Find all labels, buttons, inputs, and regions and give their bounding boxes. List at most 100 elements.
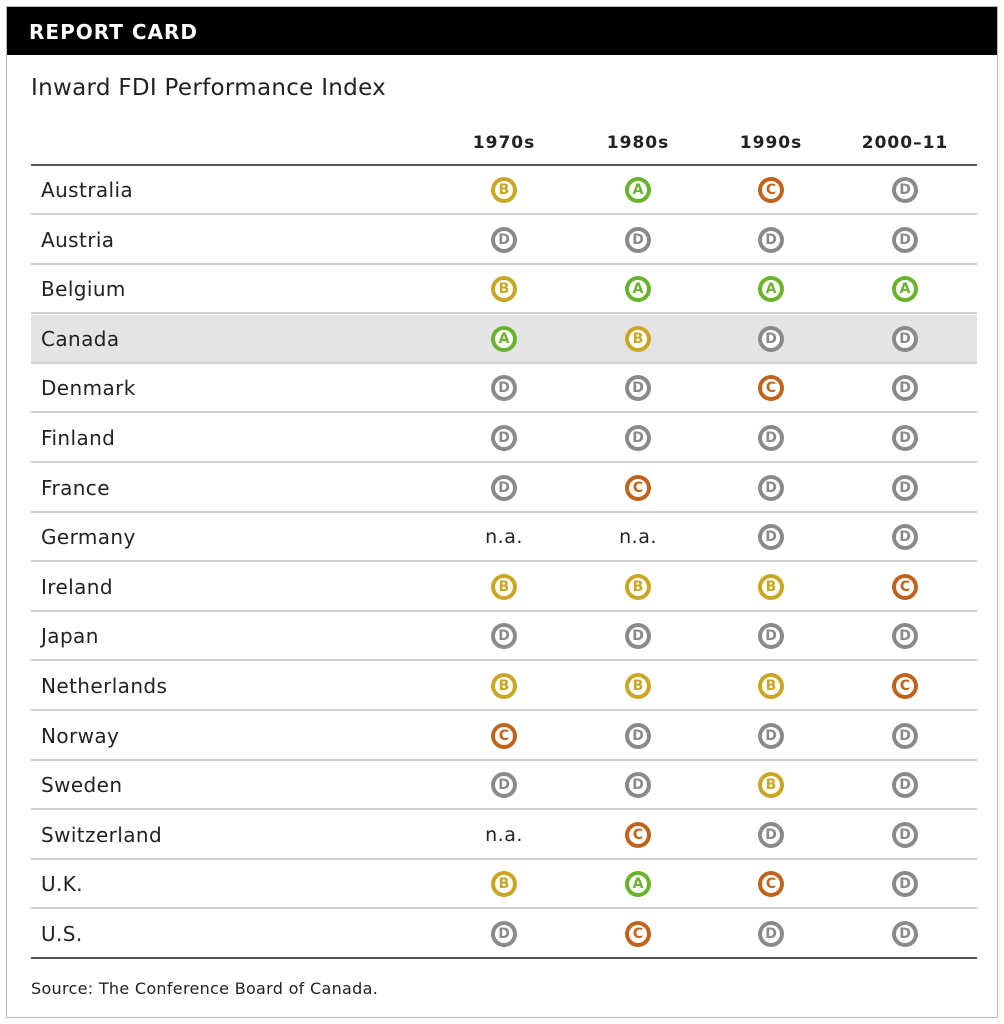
grade-cell: D xyxy=(860,761,950,809)
grade-cell: n.a. xyxy=(593,513,683,561)
grade-letter: D xyxy=(896,825,914,844)
table-row: Austria D D D D xyxy=(31,216,977,265)
grade-letter: D xyxy=(762,230,780,249)
grade-letter: D xyxy=(762,925,780,943)
grade-cell: D xyxy=(726,414,816,462)
grade-letter: D xyxy=(896,181,914,199)
table-row: Norway C D D D xyxy=(31,712,977,761)
grade-d-badge: D xyxy=(758,821,784,848)
table-row: Germany n.a. n.a. D D xyxy=(31,513,977,563)
grade-cell: D xyxy=(860,364,950,412)
grade-letter: A xyxy=(762,280,780,299)
grade-cell: C xyxy=(593,910,683,958)
grade-letter: D xyxy=(896,230,914,249)
grade-a-badge: A xyxy=(625,276,651,303)
grade-letter: D xyxy=(762,726,780,745)
grade-letter: A xyxy=(896,280,914,299)
grade-d-badge: D xyxy=(625,425,651,451)
grade-cell: B xyxy=(459,662,549,710)
grade-letter: D xyxy=(762,429,780,447)
grade-cell: C xyxy=(726,364,816,412)
grade-cell: B xyxy=(459,563,549,611)
grade-letter: D xyxy=(629,230,647,249)
grade-cell: A xyxy=(593,860,683,908)
grade-d-badge: D xyxy=(491,772,517,799)
grade-cell: D xyxy=(726,612,816,660)
grade-b-badge: B xyxy=(758,772,784,799)
country-label: Denmark xyxy=(41,376,136,401)
grade-letter: D xyxy=(495,379,513,398)
grade-d-badge: D xyxy=(892,772,918,799)
grade-letter: D xyxy=(896,478,914,497)
grade-d-badge: D xyxy=(491,921,517,947)
grade-letter: B xyxy=(629,577,647,596)
grade-d-badge: D xyxy=(758,921,784,947)
grade-d-badge: D xyxy=(491,623,517,650)
table-row: Belgium B A A A xyxy=(31,265,977,315)
grade-letter: C xyxy=(762,181,780,199)
grade-letter: A xyxy=(629,875,647,894)
country-label: U.S. xyxy=(41,922,83,946)
grade-letter: C xyxy=(896,677,914,695)
country-label: Canada xyxy=(41,326,120,351)
grade-cell: A xyxy=(593,166,683,214)
grade-d-badge: D xyxy=(892,226,918,253)
country-label: Netherlands xyxy=(41,674,168,698)
grade-letter: A xyxy=(495,329,513,348)
grade-d-badge: D xyxy=(892,821,918,848)
grade-d-badge: D xyxy=(491,474,517,501)
grade-b-badge: B xyxy=(625,573,651,600)
grade-cell: D xyxy=(459,414,549,462)
grade-cell: D xyxy=(593,612,683,660)
grade-letter: D xyxy=(629,429,647,447)
grade-b-badge: B xyxy=(491,673,517,699)
grade-d-badge: D xyxy=(491,226,517,253)
table-row: Japan D D D D xyxy=(31,612,977,662)
not-available-label: n.a. xyxy=(485,823,523,846)
grade-letter: B xyxy=(629,329,647,348)
grade-d-badge: D xyxy=(491,375,517,402)
grade-cell: C xyxy=(593,464,683,512)
grade-cell: D xyxy=(860,513,950,561)
grade-d-badge: D xyxy=(892,474,918,501)
grade-c-badge: C xyxy=(892,573,918,600)
grade-d-badge: D xyxy=(758,474,784,501)
grade-letter: D xyxy=(762,478,780,497)
grade-letter: B xyxy=(495,280,513,299)
grade-d-badge: D xyxy=(758,226,784,253)
grade-letter: D xyxy=(896,776,914,795)
grade-cell: C xyxy=(726,166,816,214)
grade-letter: C xyxy=(495,726,513,745)
grade-letter: D xyxy=(762,329,780,348)
grade-letter: D xyxy=(629,379,647,398)
grade-cell: D xyxy=(593,414,683,462)
grade-letter: C xyxy=(762,379,780,398)
grade-b-badge: B xyxy=(758,673,784,699)
grade-d-badge: D xyxy=(892,325,918,352)
grade-d-badge: D xyxy=(625,226,651,253)
grade-letter: D xyxy=(495,925,513,943)
grade-cell: D xyxy=(860,712,950,760)
source-note: Source: The Conference Board of Canada. xyxy=(31,979,379,998)
grade-letter: D xyxy=(762,627,780,646)
grade-c-badge: C xyxy=(758,871,784,898)
country-label: Ireland xyxy=(41,574,113,599)
table-row: Netherlands B B B C xyxy=(31,662,977,711)
report-card-header: REPORT CARD xyxy=(7,7,997,55)
grade-cell: D xyxy=(860,612,950,660)
grade-cell: n.a. xyxy=(459,811,549,859)
grade-d-badge: D xyxy=(892,524,918,551)
grade-cell: A xyxy=(593,265,683,313)
country-label: U.K. xyxy=(41,872,84,897)
grade-cell: C xyxy=(860,662,950,710)
header-rule xyxy=(31,164,977,166)
grade-cell: D xyxy=(860,464,950,512)
grade-b-badge: B xyxy=(625,325,651,352)
grade-letter: C xyxy=(629,825,647,844)
grade-d-badge: D xyxy=(892,177,918,203)
report-card: REPORT CARD Inward FDI Performance Index… xyxy=(6,6,998,1018)
grade-b-badge: B xyxy=(625,673,651,699)
grade-letter: D xyxy=(495,230,513,249)
grade-cell: D xyxy=(726,513,816,561)
grade-cell: D xyxy=(860,166,950,214)
